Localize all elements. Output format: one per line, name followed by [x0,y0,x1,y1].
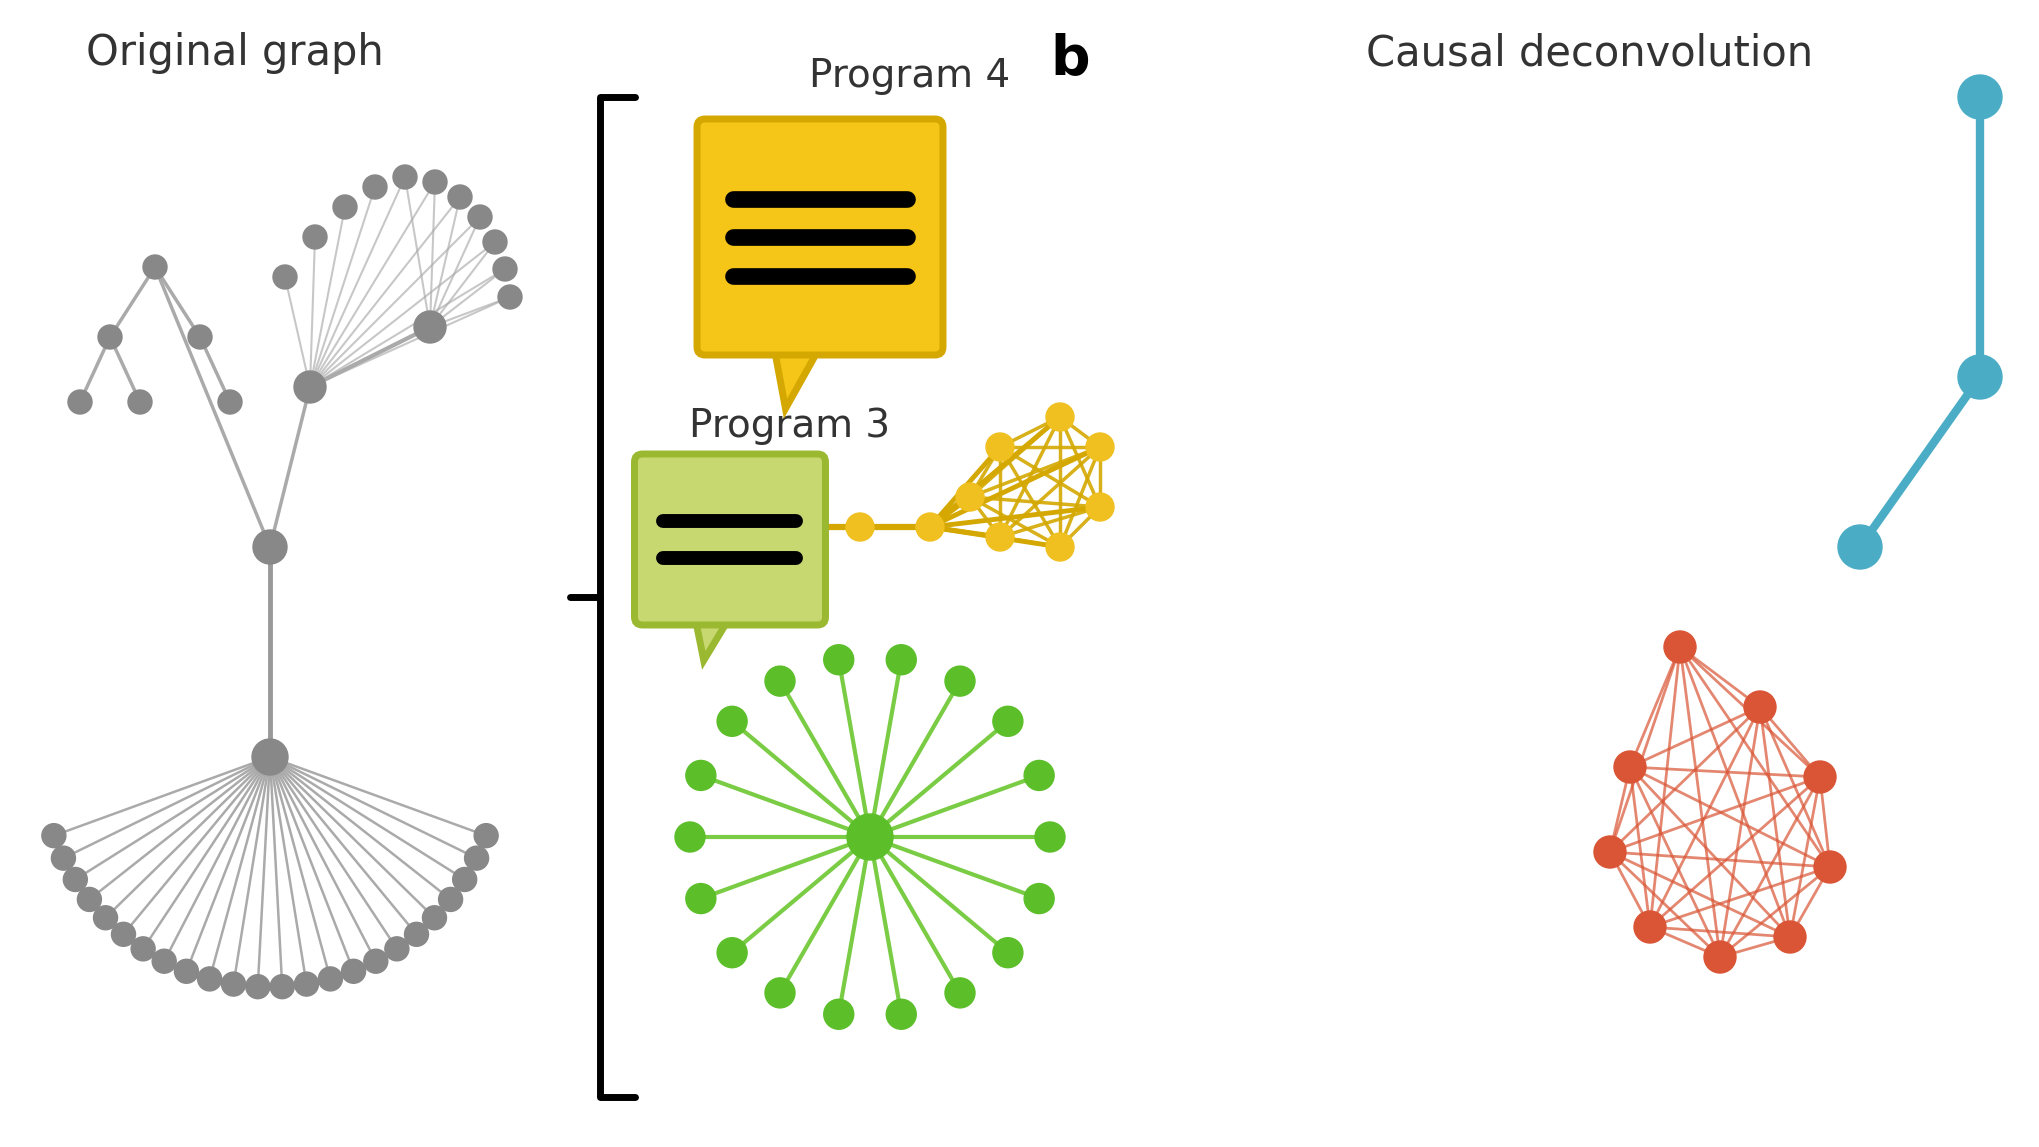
Circle shape [1703,941,1735,973]
Circle shape [218,390,243,414]
FancyBboxPatch shape [697,119,942,356]
Circle shape [94,906,118,930]
Circle shape [128,390,153,414]
Circle shape [63,867,88,891]
Circle shape [449,185,471,209]
Circle shape [916,513,944,541]
Circle shape [130,937,155,961]
Circle shape [885,999,916,1029]
Circle shape [775,513,803,541]
Circle shape [824,645,854,674]
Circle shape [685,883,716,913]
FancyBboxPatch shape [634,454,826,625]
Circle shape [222,973,245,996]
Circle shape [175,959,198,983]
Circle shape [824,999,854,1029]
Circle shape [944,666,975,696]
Circle shape [253,530,287,564]
Circle shape [332,195,357,219]
Circle shape [453,867,477,891]
Circle shape [885,645,916,674]
Circle shape [273,265,298,289]
Circle shape [414,311,447,343]
Circle shape [188,325,212,349]
Text: Program 4: Program 4 [809,57,1009,95]
Circle shape [1957,356,2000,399]
Circle shape [1024,760,1054,790]
Circle shape [143,255,167,279]
Circle shape [51,846,75,871]
Circle shape [765,978,795,1008]
Circle shape [473,824,498,848]
Circle shape [1034,822,1064,852]
Circle shape [1743,690,1776,723]
Circle shape [467,205,491,229]
Circle shape [1837,525,1882,569]
Polygon shape [773,348,820,408]
Circle shape [438,888,463,912]
Circle shape [944,978,975,1008]
Circle shape [422,170,447,194]
Circle shape [956,483,983,512]
Circle shape [718,707,746,736]
Circle shape [245,975,269,999]
Circle shape [304,225,326,249]
Circle shape [985,523,1013,551]
Circle shape [1957,75,2000,119]
Circle shape [705,513,734,541]
Circle shape [77,888,102,912]
Circle shape [294,370,326,403]
Circle shape [1085,434,1113,461]
Circle shape [394,165,416,189]
Circle shape [985,434,1013,461]
Circle shape [422,906,447,930]
Circle shape [341,959,365,983]
Circle shape [685,760,716,790]
Circle shape [483,231,508,253]
Circle shape [1046,403,1073,431]
Circle shape [318,967,343,991]
Circle shape [1813,851,1845,883]
Circle shape [718,938,746,968]
Circle shape [1592,836,1625,868]
Circle shape [1774,921,1805,953]
Circle shape [1633,911,1666,943]
Circle shape [675,822,705,852]
Circle shape [993,707,1022,736]
Circle shape [993,938,1022,968]
Circle shape [404,922,428,946]
Circle shape [1802,760,1835,793]
Text: Program 3: Program 3 [689,407,891,445]
Circle shape [294,973,318,996]
Circle shape [98,325,122,349]
Text: Original graph: Original graph [86,32,383,75]
Circle shape [498,284,522,309]
Text: b: b [1050,32,1089,86]
Circle shape [198,967,222,991]
Circle shape [493,257,516,281]
Circle shape [363,950,387,973]
Circle shape [67,390,92,414]
Circle shape [153,950,175,973]
Circle shape [253,739,287,775]
Circle shape [363,175,387,198]
Circle shape [1664,631,1694,663]
Circle shape [112,922,135,946]
Circle shape [1085,493,1113,521]
Circle shape [43,824,65,848]
Text: Causal deconvolution: Causal deconvolution [1366,32,1813,75]
Circle shape [385,937,408,961]
Circle shape [1613,751,1645,783]
Circle shape [465,846,487,871]
Circle shape [1024,883,1054,913]
Circle shape [846,513,873,541]
Circle shape [1046,533,1073,561]
Circle shape [269,975,294,999]
Polygon shape [695,617,730,661]
Circle shape [846,814,893,860]
Circle shape [765,666,795,696]
